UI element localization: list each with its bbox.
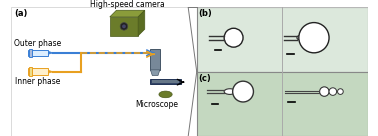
- Bar: [152, 80, 179, 83]
- Circle shape: [299, 23, 329, 53]
- Circle shape: [320, 87, 329, 96]
- Circle shape: [338, 89, 343, 94]
- Text: (b): (b): [198, 9, 212, 18]
- Text: Outer phase: Outer phase: [14, 39, 62, 48]
- Polygon shape: [110, 17, 138, 36]
- Text: (c): (c): [198, 74, 211, 83]
- Bar: [150, 79, 181, 84]
- Ellipse shape: [159, 91, 172, 98]
- Text: High-speed camera: High-speed camera: [90, 0, 165, 9]
- Bar: [197, 72, 368, 136]
- Ellipse shape: [224, 89, 235, 94]
- Bar: [150, 49, 160, 70]
- Circle shape: [224, 28, 243, 47]
- Bar: [28, 67, 32, 76]
- Circle shape: [329, 88, 337, 95]
- Circle shape: [122, 24, 126, 28]
- Polygon shape: [150, 70, 160, 75]
- Polygon shape: [138, 10, 145, 36]
- Bar: [28, 50, 48, 56]
- Polygon shape: [110, 10, 145, 17]
- Circle shape: [232, 81, 253, 102]
- Polygon shape: [48, 70, 53, 73]
- Bar: [28, 68, 48, 75]
- Ellipse shape: [297, 35, 305, 40]
- Polygon shape: [48, 51, 53, 54]
- Text: Inner phase: Inner phase: [15, 77, 60, 86]
- Text: Microscope: Microscope: [136, 100, 178, 109]
- Bar: [28, 49, 32, 57]
- Bar: [197, 7, 368, 72]
- Text: (a): (a): [14, 9, 28, 18]
- Circle shape: [120, 23, 128, 30]
